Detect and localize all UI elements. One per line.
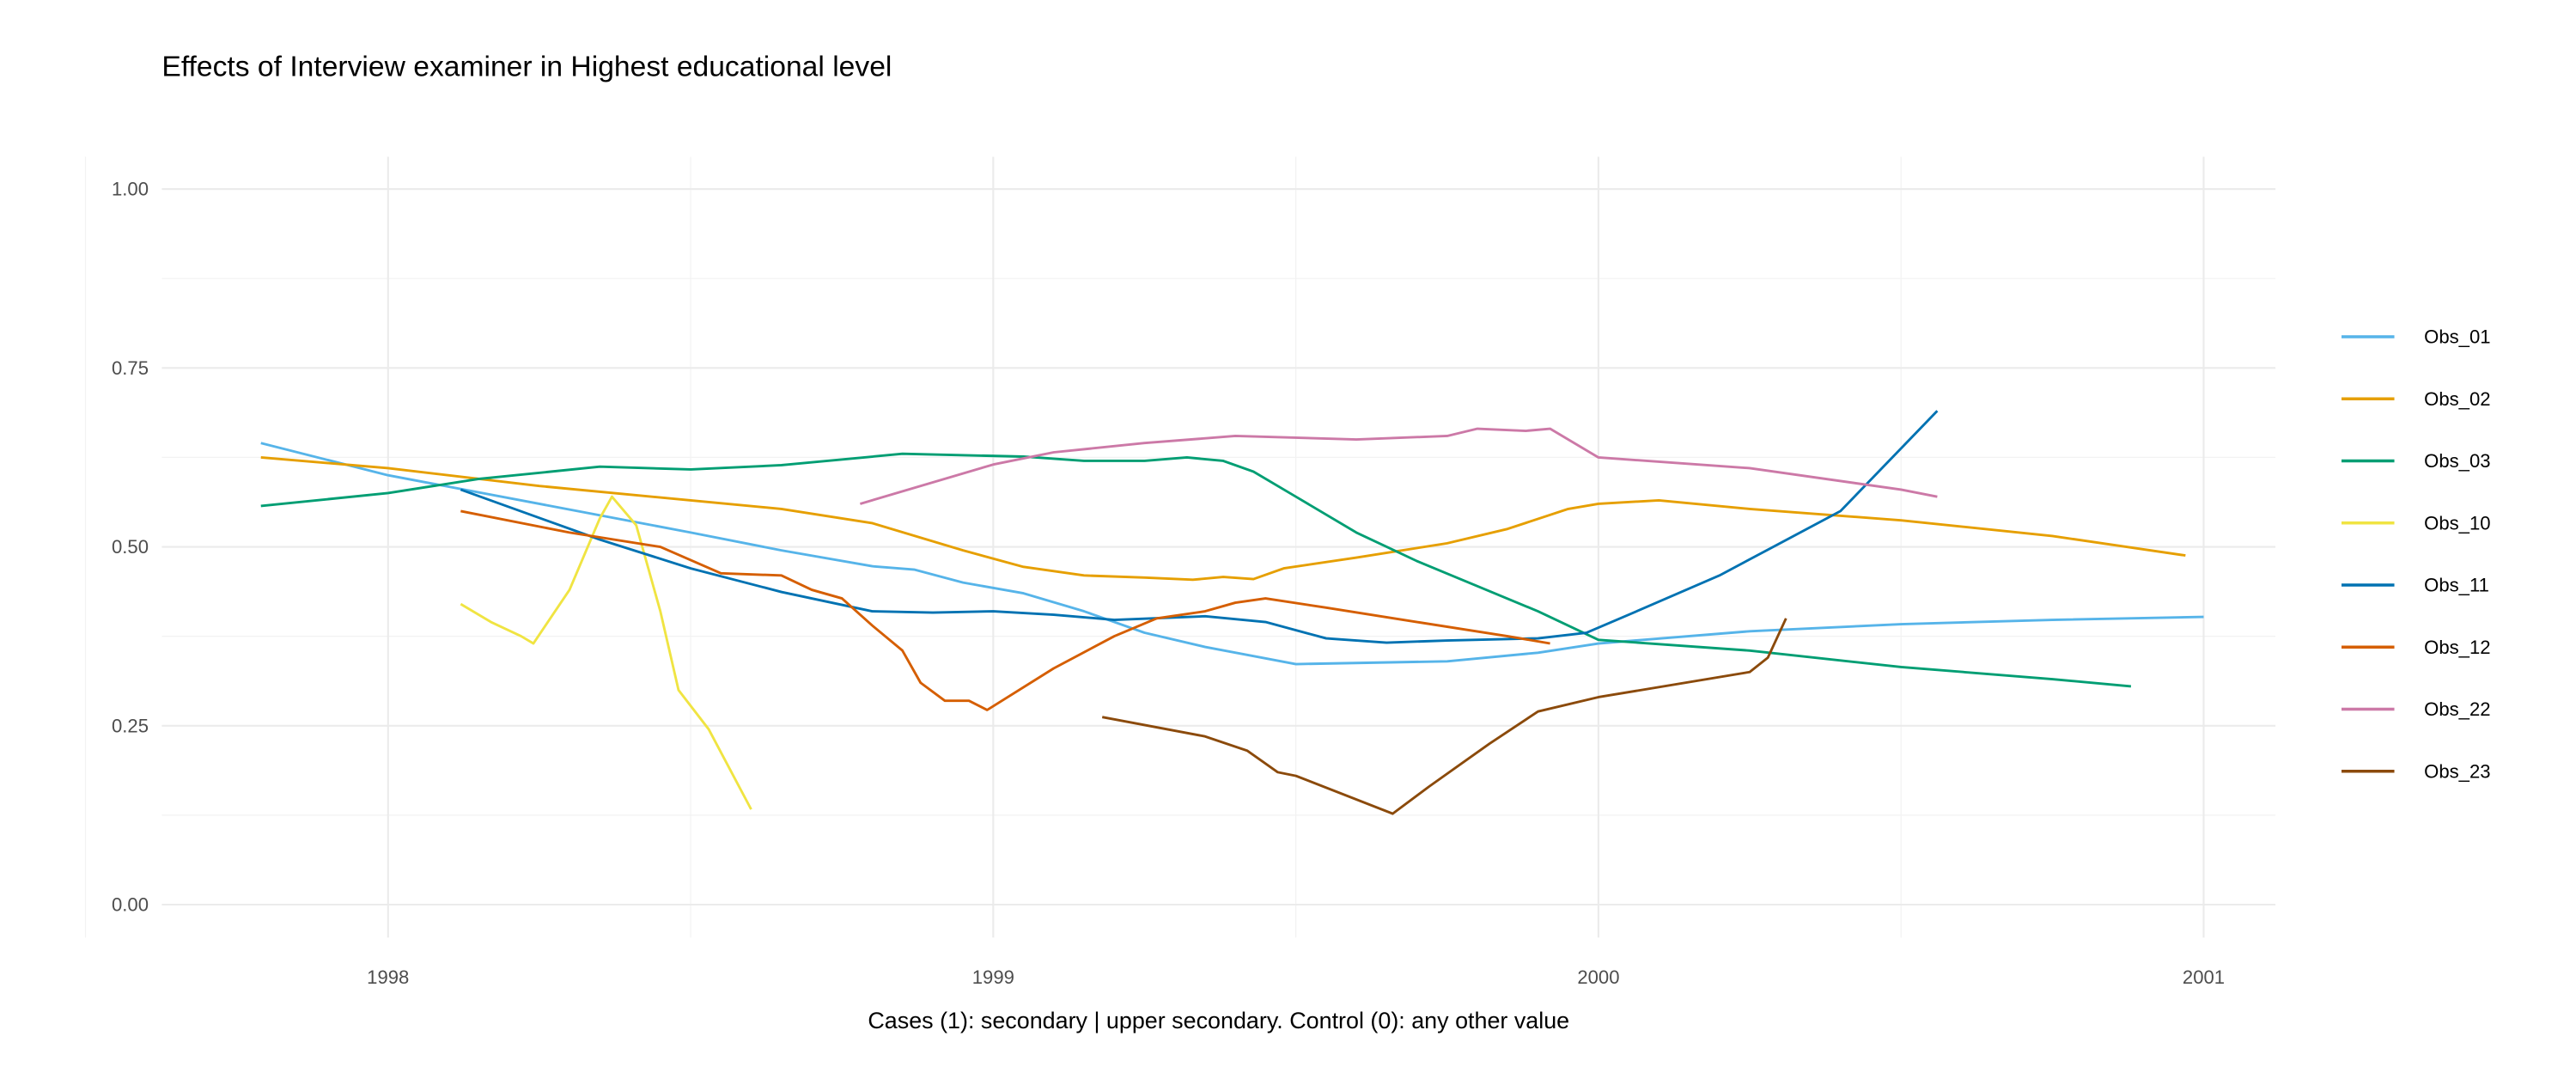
x-tick-label: 2000 xyxy=(1577,966,1619,988)
legend-item-obs_12: Obs_12 xyxy=(2342,637,2491,658)
series-line-obs_10 xyxy=(460,495,752,810)
legend-label: Obs_02 xyxy=(2424,388,2490,410)
x-tick-label: 1998 xyxy=(367,966,409,988)
y-tick-label: 0.75 xyxy=(112,357,149,379)
legend: Obs_01 Obs_02 Obs_03 Obs_10 Obs_11 Obs_12 Obs_… xyxy=(2342,326,2491,782)
legend-item-obs_10: Obs_10 xyxy=(2342,512,2491,533)
series-lines xyxy=(260,410,2204,815)
legend-item-obs_02: Obs_02 xyxy=(2342,388,2491,410)
chart-title: Effects of Interview examiner in Highest… xyxy=(161,51,892,82)
legend-item-obs_22: Obs_22 xyxy=(2342,698,2491,720)
legend-label: Obs_03 xyxy=(2424,450,2490,472)
y-tick-label: 0.00 xyxy=(112,894,149,916)
legend-item-obs_03: Obs_03 xyxy=(2342,450,2491,472)
x-axis-label: Cases (1): secondary | upper secondary. … xyxy=(868,1008,1569,1033)
legend-label: Obs_22 xyxy=(2424,698,2490,720)
legend-label: Obs_23 xyxy=(2424,760,2490,782)
legend-item-obs_11: Obs_11 xyxy=(2342,575,2489,596)
y-tick-label: 0.25 xyxy=(112,715,149,736)
y-tick-label: 0.50 xyxy=(112,536,149,558)
series-line-obs_03 xyxy=(260,452,2132,688)
legend-label: Obs_11 xyxy=(2424,575,2489,596)
legend-label: Obs_10 xyxy=(2424,512,2490,533)
series-line-obs_23 xyxy=(1101,618,1787,815)
series-line-obs_22 xyxy=(859,427,1938,505)
series-line-obs_01 xyxy=(260,442,2204,666)
legend-item-obs_01: Obs_01 xyxy=(2342,326,2491,348)
y-axis-ticks: 0.00 0.25 0.50 0.75 1.00 xyxy=(112,179,149,916)
grid xyxy=(84,156,2276,938)
series-line-obs_11 xyxy=(460,410,1939,644)
legend-item-obs_23: Obs_23 xyxy=(2342,760,2491,782)
legend-label: Obs_12 xyxy=(2424,637,2490,658)
x-tick-label: 1999 xyxy=(972,966,1014,988)
y-tick-label: 1.00 xyxy=(112,179,149,200)
series-line-obs_12 xyxy=(460,509,1550,711)
x-tick-label: 2001 xyxy=(2183,966,2225,988)
x-axis-ticks: 1998 1999 2000 2001 xyxy=(367,966,2225,988)
series-line-obs_02 xyxy=(260,456,2186,582)
legend-label: Obs_01 xyxy=(2424,326,2490,348)
